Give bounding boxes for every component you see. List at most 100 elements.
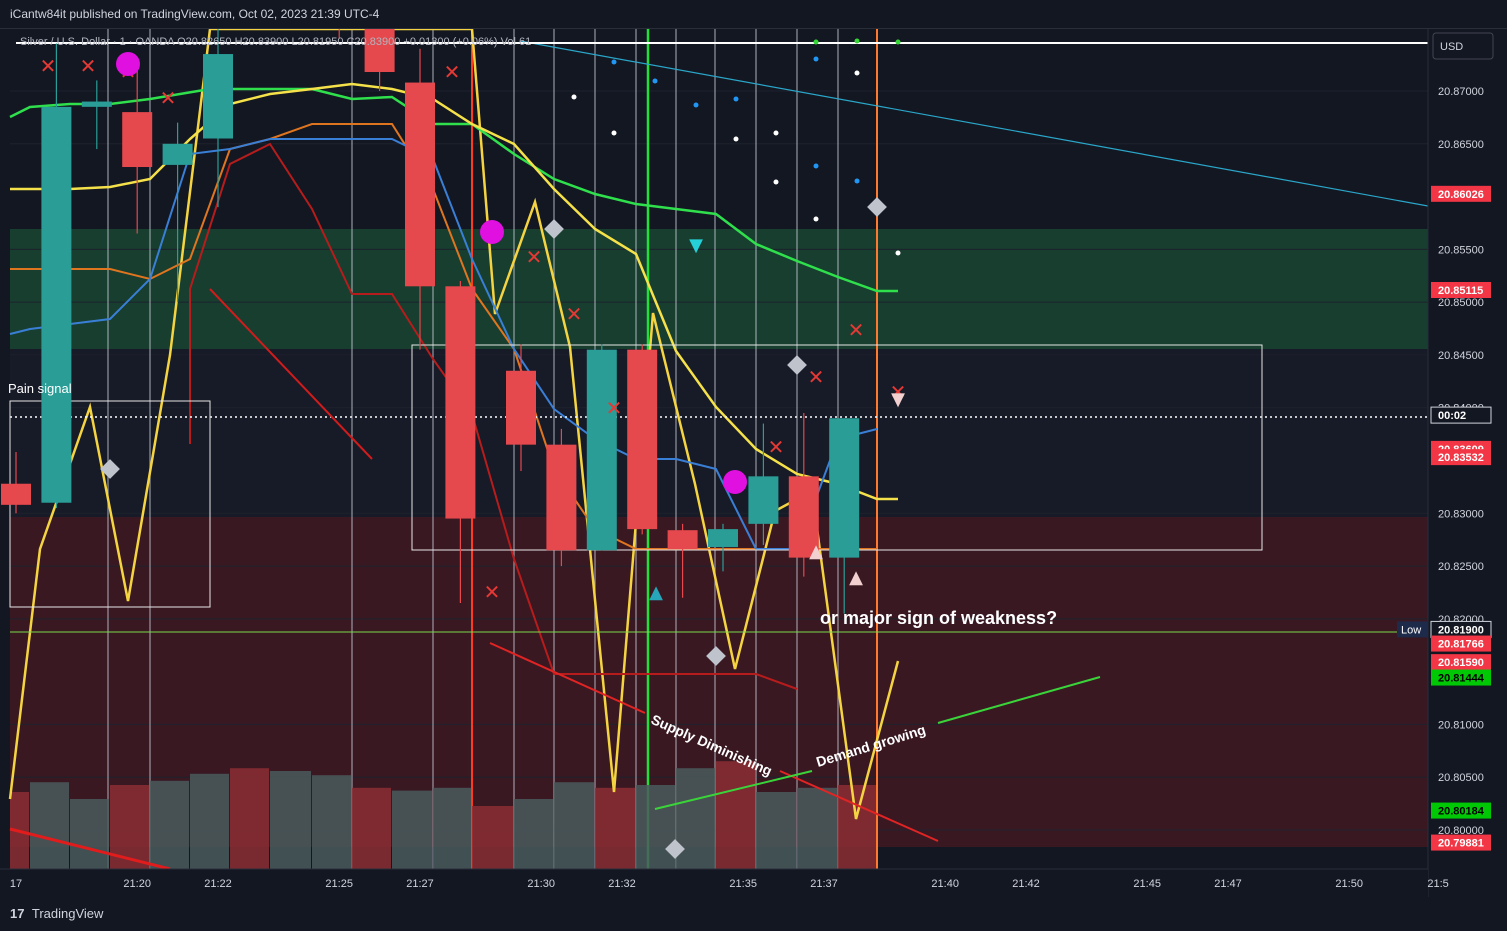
candle-body	[748, 476, 779, 524]
candle-body	[1, 483, 31, 505]
volume-bar	[554, 782, 594, 869]
price-tick-label: 20.84500	[1438, 350, 1484, 362]
price-tag-label: 20.79881	[1438, 838, 1484, 850]
price-tag-label: 20.81444	[1438, 673, 1485, 685]
volume-bar	[595, 787, 635, 869]
candle-body	[405, 82, 435, 287]
candle-body	[162, 143, 193, 165]
time-tick-label: 21:20	[123, 878, 151, 890]
demand-trendline	[654, 770, 813, 810]
price-tag-label: 20.86026	[1438, 189, 1484, 201]
candle-body	[364, 29, 395, 72]
down-trendline	[209, 288, 373, 460]
x-signal-icon: ✕	[606, 396, 623, 420]
signal-dot	[895, 250, 901, 256]
time-tick-label: 21:27	[406, 878, 434, 890]
x-signal-icon: ✕	[890, 380, 907, 404]
signal-dot	[854, 178, 860, 184]
signal-dot	[733, 96, 739, 102]
tradingview-brand[interactable]: TradingView	[31, 906, 104, 921]
volume-bar	[150, 780, 189, 869]
price-tag-label: 20.80184	[1438, 806, 1485, 818]
currency-button[interactable]	[1432, 32, 1494, 60]
time-tick-label: 21:50	[1335, 878, 1363, 890]
price-tag	[1431, 669, 1491, 686]
triangle-up-icon: ▲	[649, 582, 663, 603]
candle-body	[829, 418, 860, 558]
signal-dot	[854, 38, 860, 44]
currency-label: USD	[1440, 41, 1463, 53]
footer-bar: 17 TradingView	[0, 897, 1507, 931]
price-tag	[1431, 635, 1491, 652]
x-signal-icon: ✕	[808, 365, 825, 389]
price-tick-label: 20.87000	[1438, 86, 1484, 98]
trend-line-green	[9, 87, 898, 293]
price-tag	[1431, 282, 1491, 299]
x-signal-icon: ✕	[40, 54, 57, 78]
low-tag	[1397, 621, 1428, 638]
volume-bar	[716, 761, 755, 869]
low-tag-label: Low	[1401, 624, 1421, 636]
candle-body	[81, 101, 112, 107]
volume-bar	[30, 782, 69, 869]
price-tag-label: 20.81766	[1438, 639, 1484, 651]
supply-trendline-2	[779, 770, 939, 842]
price-tick-label: 20.81000	[1438, 719, 1484, 731]
diamond-icon	[100, 459, 120, 479]
time-tick-label: 21:47	[1214, 878, 1242, 890]
time-axis-bg	[0, 869, 1428, 898]
x-signal-icon: ✕	[526, 245, 543, 269]
signal-dot	[895, 39, 901, 45]
x-signal-icon: ✕	[566, 302, 583, 326]
price-tick-label: 20.86500	[1438, 139, 1484, 151]
magenta-dot-icon	[723, 470, 747, 494]
time-tick-label: 21:5	[1427, 878, 1448, 890]
candle-body	[708, 529, 738, 548]
signal-dot	[813, 163, 819, 169]
signal-markers: ✕✕✕✕✕✕✕✕✕✕✕✕✕✕▲▲▲▼▼	[40, 38, 907, 859]
volume-bar	[392, 790, 432, 869]
candle-body	[506, 370, 536, 445]
price-tag-label: 20.81900	[1438, 624, 1484, 636]
time-tick-label: 21:35	[729, 878, 757, 890]
time-axis: 17 21:20 21:22 21:25 21:27 21:30 21:32 21:35 21:…	[0, 868, 1449, 898]
price-tick-label: 20.80500	[1438, 772, 1484, 784]
signal-dot	[773, 130, 779, 136]
triangle-up-icon: ▲	[849, 567, 863, 588]
tradingview-logo-icon: 17	[10, 906, 25, 921]
time-tick-label: 21:30	[527, 878, 555, 890]
volume-bar	[676, 768, 715, 869]
x-signal-icon: ✕	[848, 318, 865, 342]
candle-body	[445, 286, 476, 519]
signal-dot	[611, 130, 617, 136]
volume-bar	[70, 799, 109, 869]
diamond-icon	[706, 646, 726, 666]
volume-bar	[230, 768, 269, 869]
x-signal-icon: ✕	[160, 86, 177, 110]
demand-trendline-2	[937, 676, 1101, 724]
demand-zone	[10, 229, 1428, 349]
volume-bar	[190, 773, 229, 869]
price-tag-label: 20.81590	[1438, 657, 1484, 669]
candle-body	[41, 106, 72, 503]
triangle-up-icon: ▲	[809, 541, 823, 562]
volume-bar	[352, 787, 391, 869]
triangle-down-icon: ▼	[891, 389, 905, 410]
signal-dot	[813, 216, 819, 222]
signal-dot	[611, 59, 617, 65]
x-signal-icon: ✕	[444, 60, 461, 84]
signal-dot	[693, 102, 699, 108]
signal-dot	[652, 78, 658, 84]
time-tick-label: 17	[10, 878, 22, 890]
background-zones	[0, 29, 1428, 898]
time-tick-label: 21:40	[931, 878, 959, 890]
price-tag	[1431, 654, 1491, 671]
candle-body	[203, 54, 233, 139]
pain-signal-label: Pain signal	[8, 381, 72, 396]
candle-body	[667, 530, 698, 550]
price-tag	[1431, 834, 1491, 851]
volume-bar	[756, 792, 796, 869]
signal-dot	[813, 56, 819, 62]
